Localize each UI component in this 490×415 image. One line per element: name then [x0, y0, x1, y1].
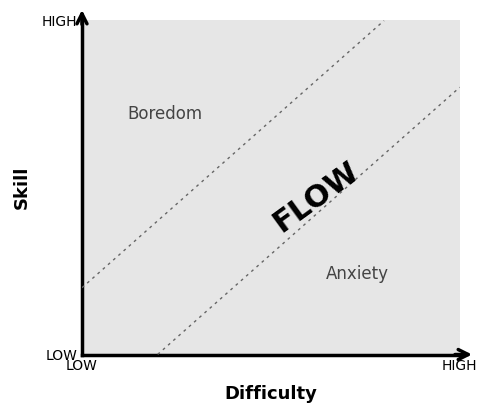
Text: Boredom: Boredom: [127, 105, 203, 123]
Y-axis label: Skill: Skill: [13, 166, 30, 209]
Text: FLOW: FLOW: [268, 157, 365, 238]
Text: Anxiety: Anxiety: [326, 265, 389, 283]
X-axis label: Difficulty: Difficulty: [224, 385, 318, 403]
